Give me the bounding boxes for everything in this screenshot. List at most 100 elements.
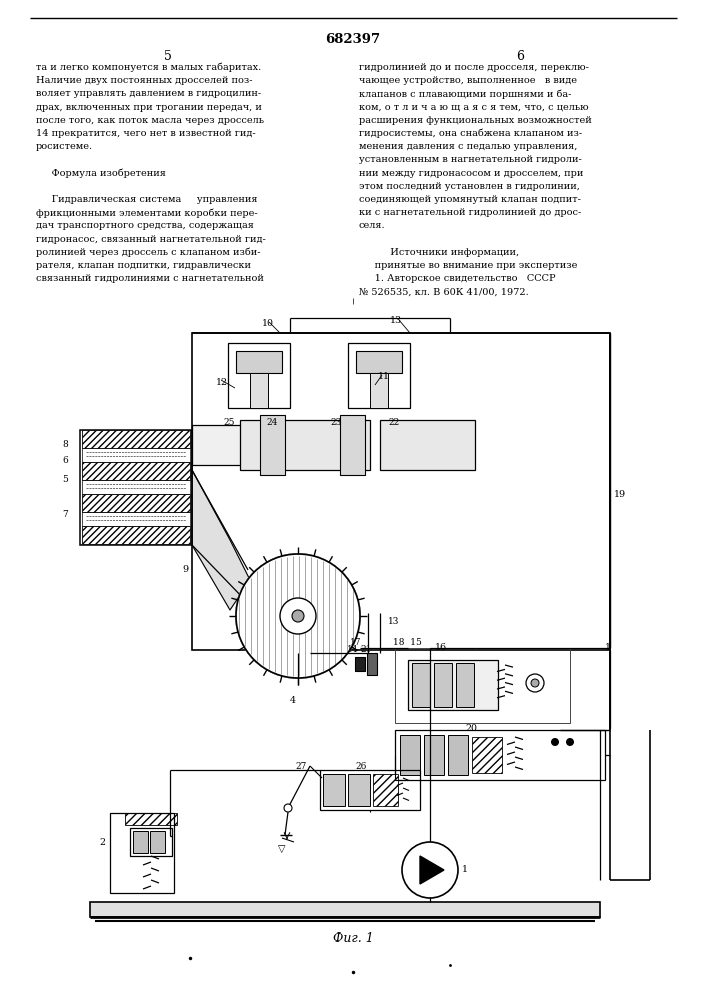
Text: ки с нагнетательной гидролинией до дрос-: ки с нагнетательной гидролинией до дрос- bbox=[359, 208, 581, 217]
Text: 1: 1 bbox=[605, 643, 611, 652]
Text: чающее устройство, выполненное   в виде: чающее устройство, выполненное в виде bbox=[359, 76, 577, 85]
Text: Гидравлическая система     управления: Гидравлическая система управления bbox=[36, 195, 257, 204]
Text: установленным в нагнетательной гидроли-: установленным в нагнетательной гидроли- bbox=[359, 155, 582, 164]
Text: 12: 12 bbox=[216, 378, 228, 387]
Bar bbox=[340, 415, 365, 475]
Text: 13: 13 bbox=[390, 316, 402, 325]
Text: дач транспортного средства, содержащая: дач транспортного средства, содержащая bbox=[36, 221, 254, 230]
Bar bbox=[370, 373, 388, 408]
Text: драх, включенных при трогании передач, и: драх, включенных при трогании передач, и bbox=[36, 103, 262, 112]
Text: 20: 20 bbox=[465, 724, 477, 733]
Bar bbox=[348, 774, 370, 806]
Bar bbox=[348, 343, 410, 408]
Bar bbox=[434, 663, 452, 707]
Text: ролинией через дроссель с клапаном изби-: ролинией через дроссель с клапаном изби- bbox=[36, 248, 260, 257]
Text: 25: 25 bbox=[223, 418, 235, 427]
Text: 24: 24 bbox=[266, 418, 277, 427]
Text: Наличие двух постоянных дросселей поз-: Наличие двух постоянных дросселей поз- bbox=[36, 76, 252, 85]
Bar bbox=[424, 735, 444, 775]
Text: 6: 6 bbox=[62, 456, 68, 465]
Bar bbox=[82, 462, 190, 480]
Text: клапанов с плавающими поршнями и ба-: клапанов с плавающими поршнями и ба- bbox=[359, 89, 571, 99]
Bar bbox=[150, 831, 165, 853]
Text: фрикционными элементами коробки пере-: фрикционными элементами коробки пере- bbox=[36, 208, 257, 218]
Text: соединяющей упомянутый клапан подпит-: соединяющей упомянутый клапан подпит- bbox=[359, 195, 581, 204]
Text: 4: 4 bbox=[290, 696, 296, 705]
Text: после того, как поток масла через дроссель: после того, как поток масла через дроссе… bbox=[36, 116, 264, 125]
Bar bbox=[82, 494, 190, 512]
Bar bbox=[80, 430, 192, 545]
Bar bbox=[82, 448, 190, 462]
Polygon shape bbox=[420, 856, 444, 884]
Bar bbox=[110, 813, 174, 893]
Text: рателя, клапан подпитки, гидравлически: рателя, клапан подпитки, гидравлически bbox=[36, 261, 251, 270]
Bar bbox=[356, 351, 402, 373]
Text: 5: 5 bbox=[164, 50, 172, 63]
Polygon shape bbox=[192, 470, 250, 610]
Text: менения давления с педалью управления,: менения давления с педалью управления, bbox=[359, 142, 578, 151]
Text: 14 прекратится, чего нет в известной гид-: 14 прекратится, чего нет в известной гид… bbox=[36, 129, 256, 138]
Text: гидросистемы, она снабжена клапаном из-: гидросистемы, она снабжена клапаном из- bbox=[359, 129, 582, 138]
Bar bbox=[395, 648, 570, 723]
Circle shape bbox=[292, 610, 304, 622]
Text: селя.: селя. bbox=[359, 221, 385, 230]
Text: воляет управлять давлением в гидроцилин-: воляет управлять давлением в гидроцилин- bbox=[36, 89, 261, 98]
Bar bbox=[323, 774, 345, 806]
Text: ком, о т л и ч а ю щ а я с я тем, что, с целью: ком, о т л и ч а ю щ а я с я тем, что, с… bbox=[359, 103, 589, 112]
Text: 18  15: 18 15 bbox=[393, 638, 422, 647]
Bar bbox=[355, 657, 365, 671]
Text: связанный гидролиниями с нагнетательной: связанный гидролиниями с нагнетательной bbox=[36, 274, 264, 283]
Text: гидронасос, связанный нагнетательной гид-: гидронасос, связанный нагнетательной гид… bbox=[36, 235, 266, 244]
Bar bbox=[133, 831, 148, 853]
Bar bbox=[130, 828, 172, 856]
Bar bbox=[82, 526, 190, 544]
Bar bbox=[373, 774, 398, 806]
Text: 10: 10 bbox=[262, 319, 274, 328]
Bar bbox=[250, 373, 268, 408]
Circle shape bbox=[566, 738, 573, 746]
Circle shape bbox=[236, 554, 360, 678]
Circle shape bbox=[402, 842, 458, 898]
Bar bbox=[456, 663, 474, 707]
Bar bbox=[448, 735, 468, 775]
Text: 16: 16 bbox=[435, 643, 447, 652]
Bar bbox=[228, 343, 290, 408]
Bar bbox=[125, 813, 177, 825]
Text: 9: 9 bbox=[182, 565, 188, 574]
Bar bbox=[367, 653, 377, 675]
Bar bbox=[412, 663, 430, 707]
Circle shape bbox=[551, 738, 559, 746]
Bar bbox=[380, 420, 475, 470]
Bar bbox=[260, 415, 285, 475]
Text: расширения функциональных возможностей: расширения функциональных возможностей bbox=[359, 116, 592, 125]
Bar bbox=[90, 902, 600, 917]
Text: 11: 11 bbox=[378, 372, 390, 381]
Bar bbox=[82, 512, 190, 526]
Circle shape bbox=[526, 674, 544, 692]
Bar bbox=[192, 333, 610, 650]
Text: ▽: ▽ bbox=[279, 845, 286, 854]
Text: 2: 2 bbox=[99, 838, 105, 847]
Text: № 526535, кл. В 60К 41/00, 1972.: № 526535, кл. В 60К 41/00, 1972. bbox=[359, 287, 529, 296]
Text: росистеме.: росистеме. bbox=[36, 142, 93, 151]
Text: 13: 13 bbox=[388, 617, 399, 626]
Text: 682397: 682397 bbox=[325, 33, 380, 46]
Bar bbox=[395, 730, 605, 780]
Text: 17: 17 bbox=[350, 638, 361, 647]
Text: 8: 8 bbox=[62, 440, 68, 449]
Bar bbox=[472, 737, 502, 773]
Bar bbox=[82, 480, 190, 494]
Text: 1. Авторское свидетельство   СССР: 1. Авторское свидетельство СССР bbox=[359, 274, 556, 283]
Text: 5: 5 bbox=[62, 475, 68, 484]
Circle shape bbox=[284, 804, 292, 812]
Text: 6: 6 bbox=[516, 50, 524, 63]
Bar bbox=[408, 660, 498, 710]
Text: нии между гидронасосом и дросселем, при: нии между гидронасосом и дросселем, при bbox=[359, 169, 583, 178]
Text: принятые во внимание при экспертизе: принятые во внимание при экспертизе bbox=[359, 261, 578, 270]
Text: 21: 21 bbox=[360, 645, 371, 654]
Text: Фиг. 1: Фиг. 1 bbox=[332, 932, 373, 945]
Circle shape bbox=[531, 679, 539, 687]
Text: гидролинией до и после дросселя, переклю-: гидролинией до и после дросселя, переклю… bbox=[359, 63, 589, 72]
Text: Источники информации,: Источники информации, bbox=[359, 248, 519, 257]
Bar bbox=[192, 425, 272, 465]
